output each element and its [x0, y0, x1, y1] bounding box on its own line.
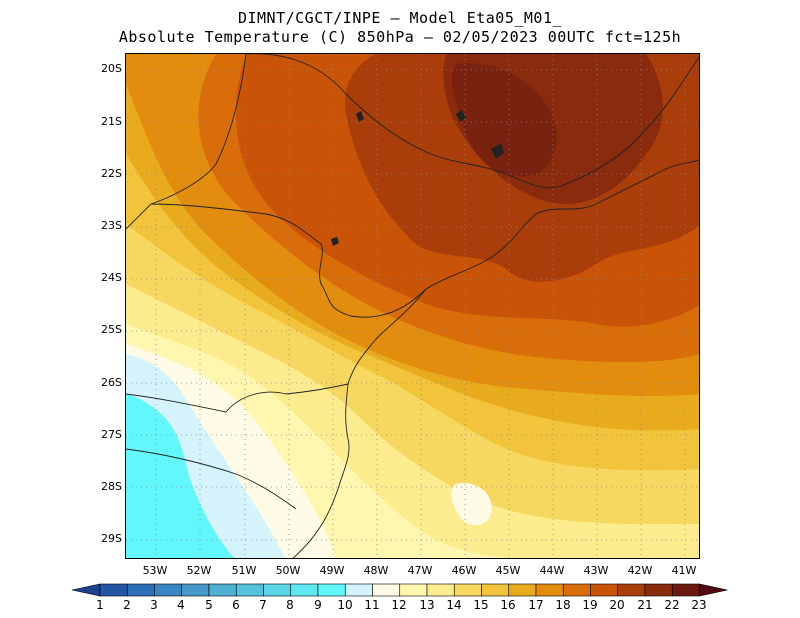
state-border-mg [246, 54, 699, 189]
colorbar-label: 10 [337, 598, 353, 612]
colorbar-bin [508, 583, 537, 597]
colorbar-bin [154, 583, 183, 597]
chart-title-line1: DIMNT/CGCT/INPE — Model Eta05_M01_ [237, 9, 563, 27]
colorbar-bin [235, 583, 264, 597]
lat-label: 29S [101, 532, 122, 545]
colorbar-label: 2 [123, 598, 131, 612]
lon-label: 48W [363, 564, 389, 577]
colorbar-label: 18 [555, 598, 571, 612]
lon-label: 49W [319, 564, 345, 577]
colorbar-bin [290, 583, 319, 597]
colorbar-label: 17 [528, 598, 544, 612]
colorbar-bin [644, 583, 673, 597]
lon-label: 45W [495, 564, 521, 577]
lat-label: 21S [101, 115, 122, 128]
colorbar-label: 6 [232, 598, 240, 612]
colorbar-bin [453, 583, 482, 597]
colorbar-bin [481, 583, 510, 597]
colorbar-label: 22 [664, 598, 680, 612]
colorbar-bin [99, 583, 128, 597]
colorbar-label: 15 [473, 598, 489, 612]
field-10 [126, 394, 235, 558]
lon-label: 42W [627, 564, 653, 577]
colorbar-bin [317, 583, 346, 597]
grid-lines [126, 54, 699, 558]
lon-label: 51W [231, 564, 257, 577]
colorbar-label: 4 [177, 598, 185, 612]
boundaries [126, 54, 699, 558]
colorbar-label: 5 [205, 598, 213, 612]
colorbar-bin [535, 583, 564, 597]
colorbar-label: 1 [96, 598, 104, 612]
lat-label: 22S [101, 167, 122, 180]
colorbar-bin [344, 583, 373, 597]
temperature-field [126, 54, 699, 558]
lat-label: 28S [101, 480, 122, 493]
lon-label: 52W [186, 564, 212, 577]
colorbar-label: 9 [314, 598, 322, 612]
colorbar-bin [671, 583, 700, 597]
coastline-south [292, 288, 427, 558]
colorbar-bin [181, 583, 210, 597]
temperature-map [125, 53, 700, 559]
colorbar-bin [263, 583, 292, 597]
state-border-sc-rs [126, 448, 297, 510]
lon-label: 41W [671, 564, 697, 577]
lakes [331, 110, 504, 246]
lon-label: 44W [539, 564, 565, 577]
lon-label: 53W [142, 564, 168, 577]
colorbar-bin [399, 583, 428, 597]
colorbar-bin [208, 583, 237, 597]
colorbar-label: 12 [391, 598, 407, 612]
colorbar-bin [590, 583, 619, 597]
lon-label: 47W [407, 564, 433, 577]
lon-label: 46W [451, 564, 477, 577]
colorbar-label: 13 [419, 598, 435, 612]
lat-label: 26S [101, 376, 122, 389]
lat-label: 20S [101, 62, 122, 75]
colorbar-label: 23 [691, 598, 707, 612]
chart-title-line2: Absolute Temperature (C) 850hPa — 02/05/… [118, 28, 682, 46]
colorbar-bin [71, 583, 101, 597]
lat-label: 23S [101, 219, 122, 232]
colorbar-bin [426, 583, 455, 597]
lon-label: 43W [583, 564, 609, 577]
colorbar-bin [699, 583, 728, 597]
lat-label: 25S [101, 323, 122, 336]
lat-label: 27S [101, 428, 122, 441]
state-border-ms [126, 54, 247, 230]
colorbar-label: 21 [637, 598, 653, 612]
colorbar-label: 16 [500, 598, 516, 612]
state-border-pr-sc [126, 383, 349, 413]
colorbar-label: 3 [150, 598, 158, 612]
colorbar [71, 583, 728, 597]
colorbar-label: 11 [364, 598, 380, 612]
colorbar-label: 19 [582, 598, 598, 612]
colorbar-label: 8 [286, 598, 294, 612]
colorbar-bin [372, 583, 401, 597]
colorbar-bin [562, 583, 591, 597]
field-22b [451, 63, 557, 177]
colorbar-label: 20 [609, 598, 625, 612]
lat-label: 24S [101, 271, 122, 284]
colorbar-label: 14 [446, 598, 462, 612]
colorbar-bin [617, 583, 646, 597]
coastline-sp-rj [425, 159, 699, 290]
colorbar-boxes [71, 583, 728, 597]
colorbar-label: 7 [259, 598, 267, 612]
colorbar-bin [126, 583, 155, 597]
lon-label: 50W [275, 564, 301, 577]
state-border-pr-sp [150, 203, 427, 318]
field-12-patch [451, 483, 492, 526]
